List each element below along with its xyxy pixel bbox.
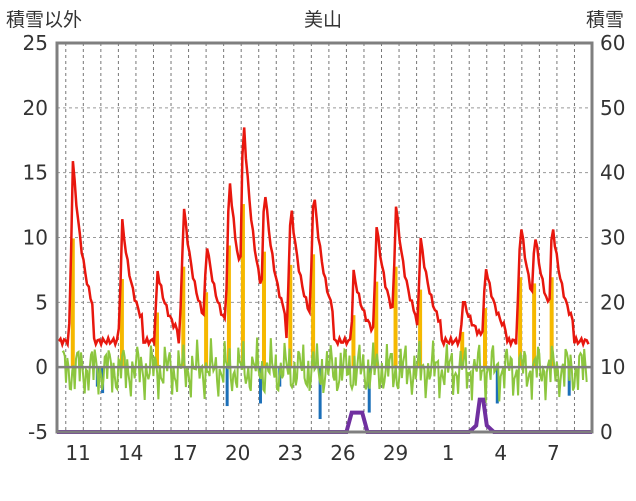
left-tick-label: 20 xyxy=(23,96,48,120)
x-tick-label: 20 xyxy=(225,441,250,465)
series-mark xyxy=(225,367,229,407)
series-mark xyxy=(204,292,209,368)
x-tick-label: 26 xyxy=(330,441,355,465)
right-tick-label: 20 xyxy=(600,290,625,314)
series-line-purple xyxy=(57,397,592,434)
right-tick-label: 50 xyxy=(600,96,625,120)
x-tick-label: 17 xyxy=(172,441,197,465)
chart-title: 美山 xyxy=(304,9,342,31)
x-tick-label: 14 xyxy=(118,441,143,465)
series-mark xyxy=(532,283,537,368)
series-mark xyxy=(288,264,293,368)
series-line-green xyxy=(61,337,588,404)
x-tick-label: 23 xyxy=(278,441,303,465)
series-mark xyxy=(70,238,75,368)
right-tick-label: 40 xyxy=(600,161,625,185)
series-mark xyxy=(261,251,266,368)
series-mark xyxy=(367,367,371,413)
series-mark xyxy=(119,278,124,368)
series-mark xyxy=(495,367,499,404)
series-mark xyxy=(393,266,398,368)
axes xyxy=(55,41,594,434)
series-mark xyxy=(483,308,487,368)
left-tick-label: 15 xyxy=(23,161,48,185)
left-tick-label: -5 xyxy=(28,420,48,444)
series-layer xyxy=(57,127,592,434)
series-mark xyxy=(240,204,245,368)
left-tick-label: 25 xyxy=(23,31,48,55)
series-mark xyxy=(374,281,379,368)
series-mark xyxy=(154,312,159,368)
right-tick-label: 10 xyxy=(600,355,625,379)
series-line-red xyxy=(57,127,590,349)
series-mark xyxy=(311,254,316,368)
series-mark xyxy=(181,266,186,368)
series-mark xyxy=(258,367,262,404)
right-tick-label: 30 xyxy=(600,226,625,250)
left-tick-label: 10 xyxy=(23,226,48,250)
left-tick-label: 5 xyxy=(35,290,48,314)
right-tick-label: 60 xyxy=(600,31,625,55)
plot-frame xyxy=(55,41,594,434)
right-tick-label: 0 xyxy=(600,420,613,444)
x-tick-label: 4 xyxy=(494,441,507,465)
left-tick-label: 0 xyxy=(35,355,48,379)
series-mark xyxy=(549,277,554,368)
series-mark xyxy=(460,331,465,368)
series-mark xyxy=(418,289,423,368)
right-axis-label: 積雪 xyxy=(586,9,624,31)
x-tick-label: 7 xyxy=(547,441,560,465)
series-mark xyxy=(518,277,523,368)
series-mark xyxy=(567,367,571,396)
x-tick-label: 29 xyxy=(383,441,408,465)
series-mark xyxy=(226,245,231,368)
left-axis-label: 積雪以外 xyxy=(6,9,82,31)
x-tick-label: 11 xyxy=(65,441,90,465)
series-mark xyxy=(318,367,322,420)
x-tick-label: 1 xyxy=(442,441,455,465)
series-mark xyxy=(351,315,356,368)
